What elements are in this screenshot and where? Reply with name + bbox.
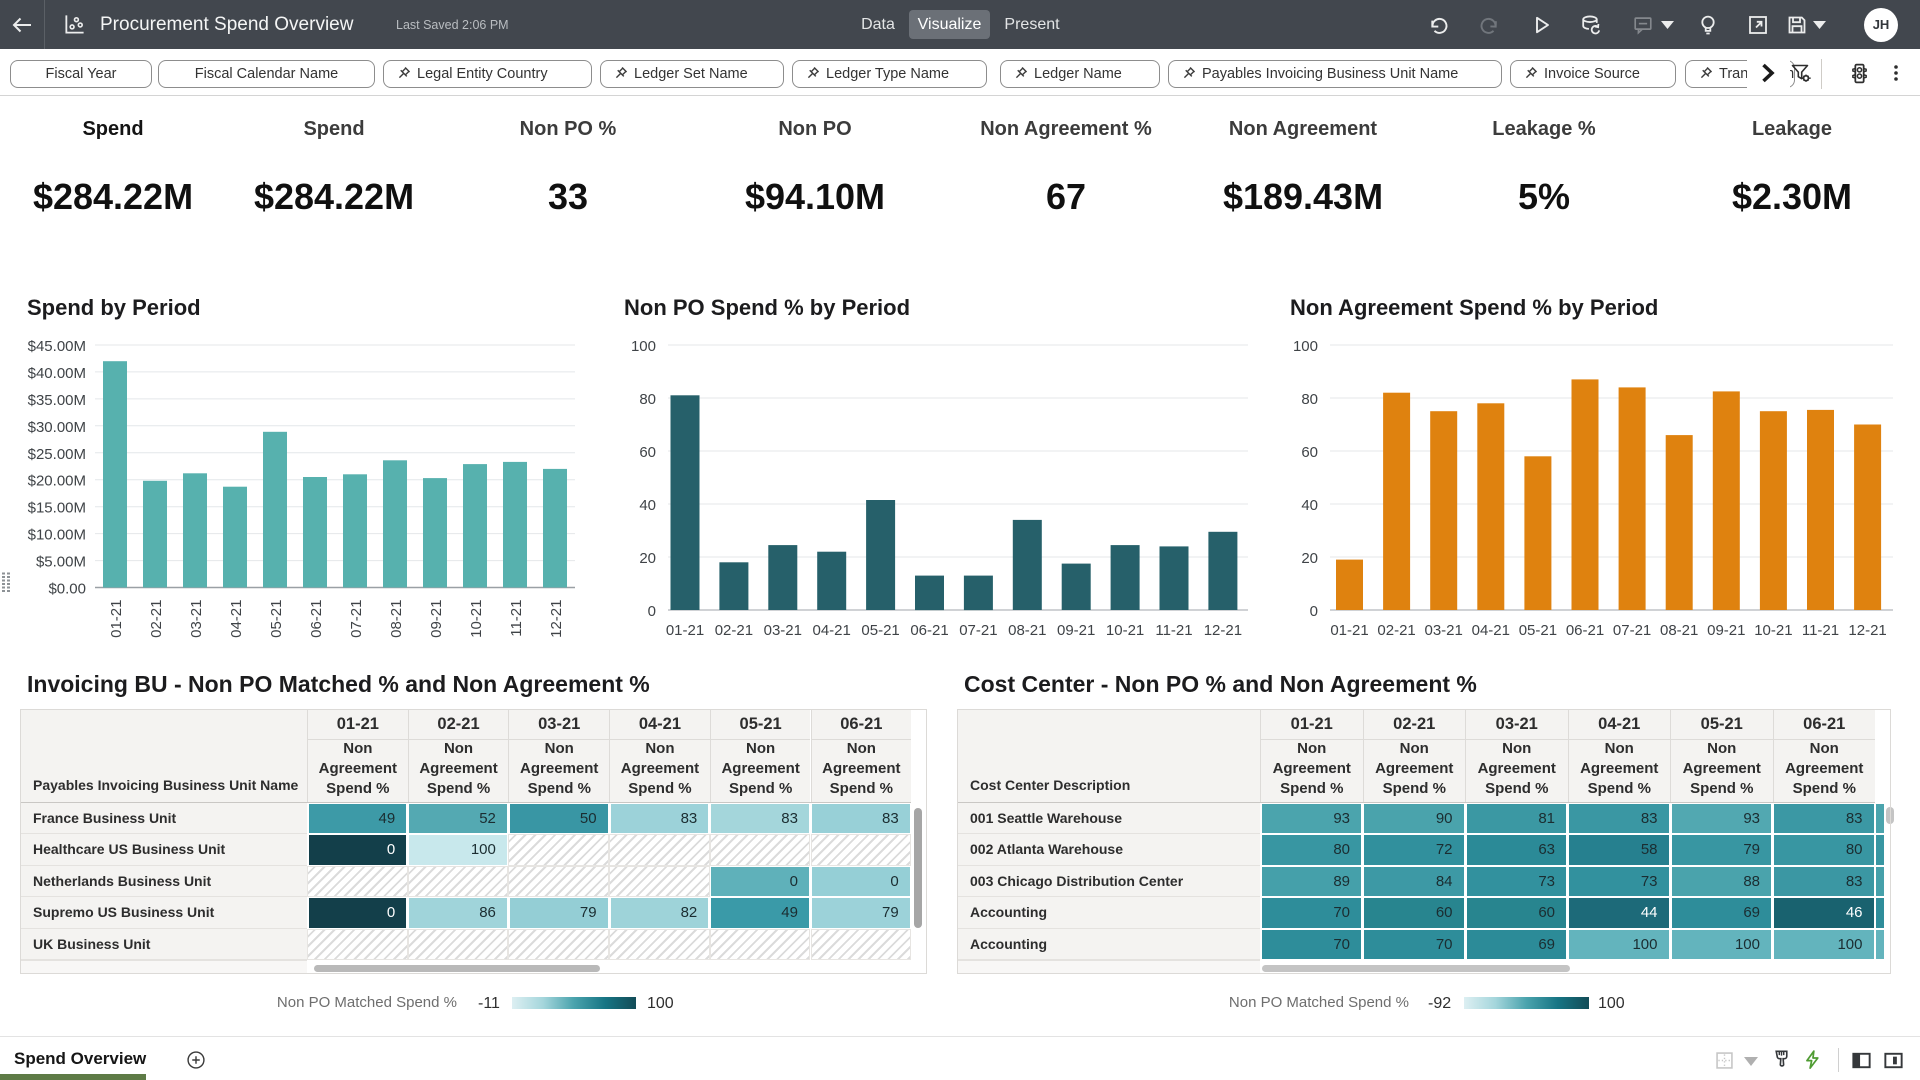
svg-text:05-21: 05-21 [268,600,285,638]
svg-text:$10.00M: $10.00M [28,527,86,544]
svg-text:09-21: 09-21 [428,600,445,638]
svg-text:01-21: 01-21 [108,600,125,638]
svg-text:40: 40 [1301,497,1318,514]
svg-text:12-21: 12-21 [1204,622,1242,639]
svg-text:10-21: 10-21 [468,600,485,638]
svg-text:04-21: 04-21 [1472,622,1510,639]
svg-text:11-21: 11-21 [1155,622,1192,639]
svg-text:02-21: 02-21 [715,622,753,639]
svg-text:02-21: 02-21 [148,600,165,638]
svg-text:100: 100 [1293,338,1318,355]
svg-text:02-21: 02-21 [1377,622,1415,639]
svg-text:20: 20 [639,550,656,567]
svg-text:06-21: 06-21 [1566,622,1604,639]
svg-text:0: 0 [648,603,656,620]
svg-text:07-21: 07-21 [959,622,997,639]
svg-text:11-21: 11-21 [1802,622,1839,639]
svg-text:03-21: 03-21 [764,622,802,639]
svg-text:01-21: 01-21 [666,622,704,639]
svg-text:12-21: 12-21 [548,600,565,638]
svg-text:07-21: 07-21 [1613,622,1651,639]
svg-text:80: 80 [1301,391,1318,408]
svg-text:$20.00M: $20.00M [28,473,86,490]
svg-text:03-21: 03-21 [188,600,205,638]
svg-text:10-21: 10-21 [1754,622,1792,639]
svg-text:08-21: 08-21 [388,600,405,638]
svg-text:11-21: 11-21 [508,600,525,637]
svg-text:05-21: 05-21 [1519,622,1557,639]
svg-text:09-21: 09-21 [1707,622,1745,639]
svg-text:$25.00M: $25.00M [28,446,86,463]
svg-text:$15.00M: $15.00M [28,500,86,517]
svg-text:06-21: 06-21 [308,600,325,638]
svg-text:80: 80 [639,391,656,408]
svg-text:60: 60 [1301,444,1318,461]
svg-text:08-21: 08-21 [1660,622,1698,639]
svg-text:08-21: 08-21 [1008,622,1046,639]
svg-text:$30.00M: $30.00M [28,419,86,436]
svg-text:01-21: 01-21 [1330,622,1368,639]
svg-text:$0.00: $0.00 [48,581,86,598]
svg-text:03-21: 03-21 [1425,622,1463,639]
svg-text:06-21: 06-21 [910,622,948,639]
svg-text:12-21: 12-21 [1848,622,1886,639]
svg-text:0: 0 [1310,603,1318,620]
svg-text:$5.00M: $5.00M [36,554,86,571]
svg-text:$40.00M: $40.00M [28,365,86,382]
svg-text:$45.00M: $45.00M [28,338,86,355]
svg-text:09-21: 09-21 [1057,622,1095,639]
svg-text:100: 100 [631,338,656,355]
svg-text:04-21: 04-21 [813,622,851,639]
svg-text:20: 20 [1301,550,1318,567]
svg-text:10-21: 10-21 [1106,622,1144,639]
svg-text:04-21: 04-21 [228,600,245,638]
svg-text:60: 60 [639,444,656,461]
svg-text:07-21: 07-21 [348,600,365,638]
svg-text:05-21: 05-21 [861,622,899,639]
svg-text:40: 40 [639,497,656,514]
svg-text:$35.00M: $35.00M [28,392,86,409]
